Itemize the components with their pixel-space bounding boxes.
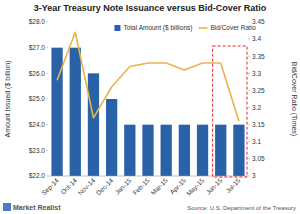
brand: Market Realist [13,204,61,211]
y2-tick-label: 3.25 [252,87,265,94]
x-tick-label: May-15 [185,176,206,197]
bar [142,125,153,176]
y-tick-label: $28.0 [29,18,46,25]
line [57,32,239,121]
chart: 3-Year Treasury Note Issuance versus Bid… [0,0,300,214]
x-tick-label: Sep-14 [40,176,61,197]
y2-tick-label: 3.2 [252,104,261,111]
y-tick [46,150,48,151]
bar [233,125,244,176]
y-tick-label: $27.0 [29,44,46,51]
y-tick [46,99,48,100]
y2-tick-label: 3.1 [252,138,261,145]
y2-tick [248,39,250,40]
bar [179,125,190,176]
y-tick-label: $26.0 [29,70,46,77]
x-tick-label: Jun-15 [204,176,223,195]
y2-tick [248,176,250,177]
y2-tick [248,124,250,125]
bar [215,125,226,176]
y-tick [46,47,48,48]
x-tick-label: Nov-14 [76,176,96,196]
y2-tick-label: 3.3 [252,70,261,77]
x-tick-label: Mar-15 [149,176,169,196]
legend-swatch [198,27,207,29]
y2-tick-label: 3.05 [252,155,265,162]
bar [197,125,208,176]
y2-tick [248,73,250,74]
x-tick-label: Oct-14 [59,176,78,195]
x-tick-label: Jul-15 [224,176,242,194]
y2-tick [248,107,250,108]
x-tick-label: Jan-15 [114,176,133,195]
legend-label: Bid/Cover Ratio [210,24,256,31]
y2-tick [248,56,250,57]
y-tick-label: $24.0 [29,121,46,128]
y-axis-label: Amount Issued ($ billion) [4,60,12,137]
y2-tick-label: 3.35 [252,53,265,60]
bar [161,125,172,176]
y2-tick-label: 3 [252,172,256,179]
y2-axis-label: Bid/Cover Ratio (Times) [290,62,298,136]
x-tick-label: Dec-14 [95,176,115,196]
plot-marks [51,32,244,176]
bar [51,48,62,176]
y2-tick [248,158,250,159]
y2-tick [248,141,250,142]
y2-tick [248,22,250,23]
legend-label: Total Amount ($ billions) [123,24,192,32]
y2-tick [248,90,250,91]
y-tick-label: $22.0 [29,172,46,179]
legend: Total Amount ($ billions) Bid/Cover Ratio [114,24,256,32]
legend-swatch [114,25,120,31]
y-tick-label: $25.0 [29,95,46,102]
source: Source: U.S. Department of the Treasury [187,205,296,211]
y2-tick-label: 3.15 [252,121,265,128]
y-tick [46,22,48,23]
highlight-box [213,46,247,177]
y-tick [46,73,48,74]
title: 3-Year Treasury Note Issuance versus Bid… [34,3,267,13]
x-tick-label: Feb-15 [131,176,151,196]
y-tick [46,124,48,125]
bar [70,48,81,176]
y2-tick-label: 3.4 [252,35,261,42]
brand-icon [3,203,11,211]
bar [106,99,117,176]
y-tick [46,176,48,177]
bar [88,73,99,176]
y-tick-label: $23.0 [29,147,46,154]
bar [124,125,135,176]
